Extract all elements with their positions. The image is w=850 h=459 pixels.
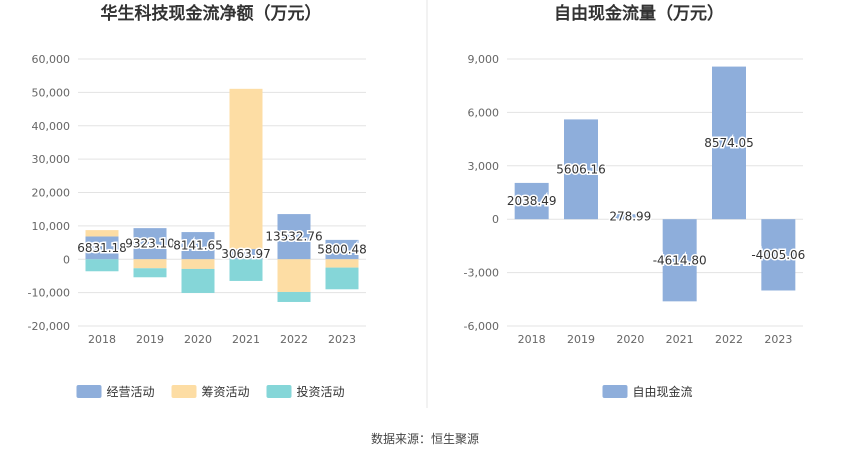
bar-2020 [181, 232, 215, 260]
y-tick-label: 60,000 [32, 53, 71, 66]
x-tick-label: 2019 [136, 333, 164, 346]
bar-2021 [229, 88, 263, 250]
bar-2020 [613, 214, 648, 220]
bar-2018 [85, 236, 119, 260]
x-tick-label: 2021 [666, 333, 694, 346]
bar-2018 [85, 230, 119, 237]
data-label: 5800.48 [317, 243, 367, 257]
bar-2023 [325, 267, 359, 290]
y-tick-label: -6,000 [464, 320, 499, 333]
legend-swatch [602, 385, 628, 398]
bar-2019 [133, 228, 167, 260]
legend-label: 经营活动 [107, 385, 155, 399]
legend-swatch [266, 385, 292, 398]
bar-2019 [133, 268, 167, 278]
y-tick-label: 0 [492, 213, 499, 226]
y-tick-label: -20,000 [28, 320, 70, 333]
legend-label: 自由现金流 [633, 384, 693, 399]
cash-flow-chart: 华生科技现金流净额（万元） 60,000 50,000 40,000 30,000 20,… [28, 3, 369, 399]
data-label: 8574.05 [704, 136, 754, 150]
legend-swatch [171, 385, 197, 398]
y-tick-label: 50,000 [32, 86, 71, 99]
x-tick-label: 2023 [764, 333, 792, 346]
y-tick-label: 0 [63, 253, 70, 266]
y-tick-label: 30,000 [32, 153, 71, 166]
data-label: 9323.10 [125, 237, 175, 251]
data-label: -4614.80 [653, 253, 707, 267]
data-label: 2038.49 [507, 194, 557, 208]
y-tick-label: 9,000 [468, 53, 500, 66]
x-tick-label: 2019 [567, 333, 595, 346]
y-tick-label: -10,000 [28, 287, 70, 300]
data-label: 5606.16 [556, 162, 606, 176]
free-cash-flow-chart: 自由现金流量（万元） 9,000 6,000 3,000 0 -3,000 -6,000 20… [464, 3, 807, 399]
bar-2021 [229, 249, 263, 260]
x-tick-label: 2018 [518, 333, 546, 346]
bar-2022 [277, 291, 311, 302]
chart-title: 自由现金流量（万元） [554, 3, 724, 24]
legend-label: 筹资活动 [202, 385, 250, 399]
data-label: 6831.18 [77, 241, 127, 255]
bar-2023 [761, 219, 796, 291]
bar-2022 [277, 259, 311, 292]
chart-title: 华生科技现金流净额（万元） [101, 3, 322, 24]
x-tick-label: 2022 [280, 333, 308, 346]
x-tick-label: 2023 [328, 333, 356, 346]
y-tick-label: 20,000 [32, 187, 71, 200]
bar-2018 [85, 259, 119, 272]
bar-2019 [133, 259, 167, 269]
bar-2018 [514, 182, 549, 220]
y-tick-label: 3,000 [468, 160, 500, 173]
x-tick-label: 2022 [715, 333, 743, 346]
bar-2020 [181, 268, 215, 293]
bar-2023 [325, 239, 359, 260]
y-tick-label: 10,000 [32, 220, 71, 233]
data-label: -4005.06 [751, 248, 805, 262]
bar-2021 [662, 219, 697, 302]
data-label: 278.99 [609, 210, 651, 224]
y-tick-label: -3,000 [464, 267, 499, 280]
y-tick-label: 6,000 [468, 106, 500, 119]
bar-2021 [229, 259, 263, 281]
bar-2022 [712, 66, 746, 220]
legend-label: 投资活动 [297, 384, 345, 399]
y-tick-label: 40,000 [32, 120, 71, 133]
x-tick-label: 2020 [616, 333, 644, 346]
source-note: 数据来源：恒生聚源 [370, 432, 479, 446]
data-label: 13532.76 [265, 230, 322, 244]
bar-2023 [325, 259, 359, 268]
x-tick-label: 2018 [88, 333, 116, 346]
data-label: 8141.65 [173, 239, 223, 253]
legend-swatch [76, 385, 102, 398]
x-tick-label: 2021 [232, 333, 260, 346]
bar-2022 [277, 214, 311, 260]
x-tick-label: 2020 [184, 333, 212, 346]
bar-2020 [181, 259, 215, 269]
bar-2019 [564, 119, 598, 220]
data-label: 3063.97 [221, 247, 271, 261]
